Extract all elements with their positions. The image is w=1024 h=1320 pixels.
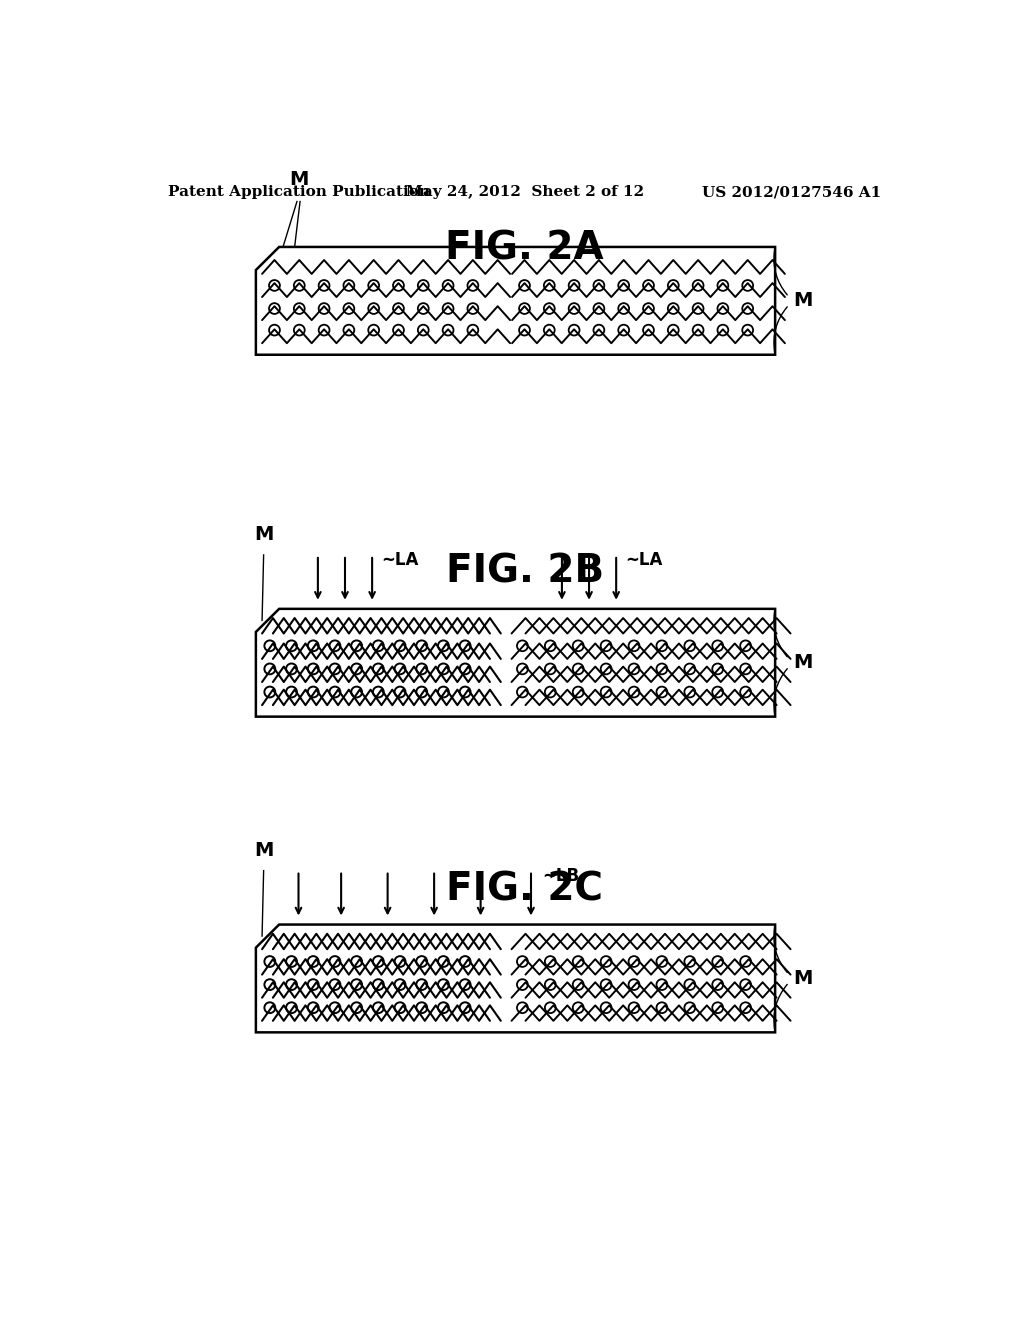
Text: M: M	[254, 525, 273, 544]
Polygon shape	[256, 609, 775, 717]
Text: M: M	[254, 841, 273, 859]
Text: M: M	[793, 653, 812, 672]
Text: ~LA: ~LA	[626, 552, 663, 569]
Text: Patent Application Publication: Patent Application Publication	[168, 185, 430, 199]
Text: US 2012/0127546 A1: US 2012/0127546 A1	[702, 185, 882, 199]
Polygon shape	[256, 247, 775, 355]
Text: May 24, 2012  Sheet 2 of 12: May 24, 2012 Sheet 2 of 12	[406, 185, 644, 199]
Text: M: M	[793, 292, 812, 310]
Text: M: M	[793, 969, 812, 987]
Text: ~LA: ~LA	[381, 552, 419, 569]
Text: M: M	[289, 170, 308, 189]
Polygon shape	[256, 924, 775, 1032]
Text: FIG. 2A: FIG. 2A	[445, 230, 604, 267]
Text: ~LB: ~LB	[543, 867, 580, 884]
Text: FIG. 2C: FIG. 2C	[446, 871, 603, 908]
Text: FIG. 2B: FIG. 2B	[445, 553, 604, 590]
